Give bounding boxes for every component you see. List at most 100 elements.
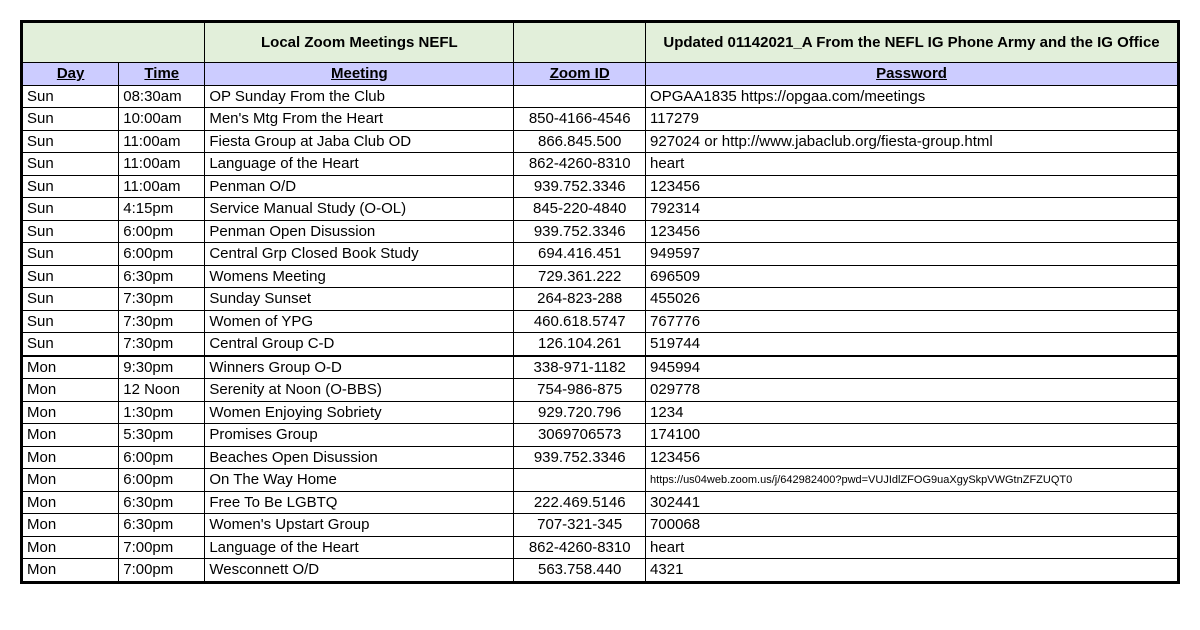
table-row: Sun7:30pmSunday Sunset264-823-288455026: [23, 288, 1178, 311]
cell-day: Sun: [23, 198, 119, 221]
cell-meeting: Language of the Heart: [205, 536, 514, 559]
table-row: Sun11:00amPenman O/D939.752.3346123456: [23, 175, 1178, 198]
table-row: Mon5:30pmPromises Group3069706573174100: [23, 424, 1178, 447]
cell-day: Mon: [23, 559, 119, 582]
cell-time: 6:30pm: [119, 265, 205, 288]
cell-meeting: Winners Group O-D: [205, 356, 514, 379]
cell-time: 6:00pm: [119, 220, 205, 243]
cell-zoom: 563.758.440: [514, 559, 646, 582]
cell-meeting: Free To Be LGBTQ: [205, 491, 514, 514]
cell-meeting: On The Way Home: [205, 469, 514, 492]
table-row: Sun10:00amMen's Mtg From the Heart850-41…: [23, 108, 1178, 131]
cell-meeting: Women of YPG: [205, 310, 514, 333]
cell-password: heart: [646, 536, 1178, 559]
cell-day: Mon: [23, 379, 119, 402]
cell-meeting: Language of the Heart: [205, 153, 514, 176]
cell-time: 4:15pm: [119, 198, 205, 221]
cell-password: https://us04web.zoom.us/j/642982400?pwd=…: [646, 469, 1178, 492]
title-blank-left: [23, 23, 205, 63]
table-row: Mon12 NoonSerenity at Noon (O-BBS)754-98…: [23, 379, 1178, 402]
cell-time: 12 Noon: [119, 379, 205, 402]
cell-meeting: Central Group C-D: [205, 333, 514, 356]
cell-meeting: Fiesta Group at Jaba Club OD: [205, 130, 514, 153]
cell-password: 302441: [646, 491, 1178, 514]
cell-meeting: Penman Open Disussion: [205, 220, 514, 243]
cell-meeting: Service Manual Study (O-OL): [205, 198, 514, 221]
cell-meeting: OP Sunday From the Club: [205, 85, 514, 108]
cell-zoom: 460.618.5747: [514, 310, 646, 333]
cell-password: 117279: [646, 108, 1178, 131]
cell-password: 792314: [646, 198, 1178, 221]
meetings-table-container: Local Zoom Meetings NEFL Updated 0114202…: [20, 20, 1180, 584]
cell-day: Sun: [23, 333, 119, 356]
table-row: Sun6:30pmWomens Meeting729.361.222696509: [23, 265, 1178, 288]
cell-password: 123456: [646, 175, 1178, 198]
cell-time: 11:00am: [119, 130, 205, 153]
cell-day: Mon: [23, 356, 119, 379]
cell-meeting: Sunday Sunset: [205, 288, 514, 311]
cell-time: 7:00pm: [119, 559, 205, 582]
cell-password: 519744: [646, 333, 1178, 356]
cell-meeting: Penman O/D: [205, 175, 514, 198]
cell-day: Sun: [23, 108, 119, 131]
table-row: Sun6:00pmCentral Grp Closed Book Study69…: [23, 243, 1178, 266]
cell-password: 455026: [646, 288, 1178, 311]
table-row: Sun7:30pmWomen of YPG460.618.5747767776: [23, 310, 1178, 333]
cell-zoom: 866.845.500: [514, 130, 646, 153]
title-meetings: Local Zoom Meetings NEFL: [205, 23, 514, 63]
table-row: Sun08:30amOP Sunday From the ClubOPGAA18…: [23, 85, 1178, 108]
cell-day: Sun: [23, 265, 119, 288]
cell-zoom: 126.104.261: [514, 333, 646, 356]
cell-time: 5:30pm: [119, 424, 205, 447]
cell-time: 11:00am: [119, 175, 205, 198]
cell-day: Sun: [23, 243, 119, 266]
table-body: Sun08:30amOP Sunday From the ClubOPGAA18…: [23, 85, 1178, 581]
cell-zoom: 729.361.222: [514, 265, 646, 288]
cell-zoom: 929.720.796: [514, 401, 646, 424]
table-row: Sun4:15pmService Manual Study (O-OL)845-…: [23, 198, 1178, 221]
cell-password: 945994: [646, 356, 1178, 379]
cell-day: Mon: [23, 491, 119, 514]
cell-zoom: 338-971-1182: [514, 356, 646, 379]
cell-day: Mon: [23, 469, 119, 492]
cell-day: Sun: [23, 153, 119, 176]
cell-password: 927024 or http://www.jabaclub.org/fiesta…: [646, 130, 1178, 153]
cell-zoom: 264-823-288: [514, 288, 646, 311]
cell-time: 08:30am: [119, 85, 205, 108]
cell-meeting: Womens Meeting: [205, 265, 514, 288]
cell-day: Mon: [23, 446, 119, 469]
cell-password: 174100: [646, 424, 1178, 447]
table-row: Mon6:30pmFree To Be LGBTQ222.469.5146302…: [23, 491, 1178, 514]
cell-meeting: Beaches Open Disussion: [205, 446, 514, 469]
table-row: Mon9:30pmWinners Group O-D338-971-118294…: [23, 356, 1178, 379]
table-row: Sun7:30pmCentral Group C-D126.104.261519…: [23, 333, 1178, 356]
table-row: Mon6:00pmBeaches Open Disussion939.752.3…: [23, 446, 1178, 469]
cell-password: 029778: [646, 379, 1178, 402]
cell-password: 123456: [646, 446, 1178, 469]
cell-meeting: Central Grp Closed Book Study: [205, 243, 514, 266]
cell-time: 6:00pm: [119, 243, 205, 266]
header-zoom: Zoom ID: [514, 63, 646, 86]
table-row: Sun11:00amFiesta Group at Jaba Club OD86…: [23, 130, 1178, 153]
title-row: Local Zoom Meetings NEFL Updated 0114202…: [23, 23, 1178, 63]
cell-time: 10:00am: [119, 108, 205, 131]
cell-password: 4321: [646, 559, 1178, 582]
cell-password: 767776: [646, 310, 1178, 333]
cell-password: OPGAA1835 https://opgaa.com/meetings: [646, 85, 1178, 108]
cell-time: 9:30pm: [119, 356, 205, 379]
cell-meeting: Promises Group: [205, 424, 514, 447]
table-row: Mon6:30pmWomen's Upstart Group707-321-34…: [23, 514, 1178, 537]
cell-day: Mon: [23, 536, 119, 559]
cell-time: 7:30pm: [119, 333, 205, 356]
table-row: Mon6:00pmOn The Way Homehttps://us04web.…: [23, 469, 1178, 492]
cell-time: 7:00pm: [119, 536, 205, 559]
cell-meeting: Wesconnett O/D: [205, 559, 514, 582]
cell-password: 123456: [646, 220, 1178, 243]
header-password: Password: [646, 63, 1178, 86]
table-row: Mon7:00pmLanguage of the Heart862-4260-8…: [23, 536, 1178, 559]
cell-meeting: Women's Upstart Group: [205, 514, 514, 537]
cell-day: Mon: [23, 514, 119, 537]
cell-zoom: 939.752.3346: [514, 446, 646, 469]
cell-zoom: 694.416.451: [514, 243, 646, 266]
cell-time: 1:30pm: [119, 401, 205, 424]
